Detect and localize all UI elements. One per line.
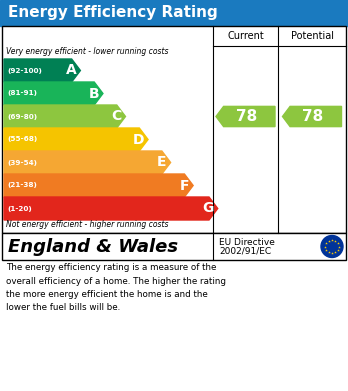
Text: (21-38): (21-38) [7, 183, 37, 188]
Text: (39-54): (39-54) [7, 160, 37, 165]
Text: 78: 78 [236, 109, 257, 124]
Text: England & Wales: England & Wales [8, 237, 178, 255]
Text: F: F [180, 179, 189, 192]
Polygon shape [4, 105, 126, 128]
Polygon shape [4, 82, 103, 105]
Polygon shape [4, 128, 148, 151]
Text: 2002/91/EC: 2002/91/EC [219, 247, 271, 256]
Text: 78: 78 [302, 109, 324, 124]
Polygon shape [216, 106, 275, 127]
Polygon shape [4, 174, 193, 197]
Polygon shape [4, 197, 218, 220]
Bar [0, 0, 348, 26]
Text: Not energy efficient - higher running costs: Not energy efficient - higher running co… [6, 220, 168, 229]
Polygon shape [283, 106, 341, 127]
Text: The energy efficiency rating is a measure of the: The energy efficiency rating is a measur… [6, 263, 216, 272]
Bar [2, 26, 346, 233]
Bar [2, 233, 346, 260]
Text: (92-100): (92-100) [7, 68, 42, 74]
Text: D: D [133, 133, 144, 147]
Text: C: C [111, 109, 121, 124]
Text: A: A [66, 63, 77, 77]
Text: (1-20): (1-20) [7, 206, 32, 212]
Text: the more energy efficient the home is and the: the more energy efficient the home is an… [6, 290, 208, 299]
Text: Current: Current [227, 31, 264, 41]
Text: (81-91): (81-91) [7, 90, 37, 97]
Text: E: E [157, 156, 167, 170]
Text: G: G [203, 201, 214, 215]
Text: (69-80): (69-80) [7, 113, 37, 120]
Text: Energy Efficiency Rating: Energy Efficiency Rating [8, 5, 218, 20]
Text: Very energy efficient - lower running costs: Very energy efficient - lower running co… [6, 47, 168, 56]
Polygon shape [4, 151, 171, 174]
Text: Potential: Potential [291, 31, 333, 41]
Circle shape [321, 235, 343, 258]
Text: overall efficiency of a home. The higher the rating: overall efficiency of a home. The higher… [6, 276, 226, 285]
Text: lower the fuel bills will be.: lower the fuel bills will be. [6, 303, 120, 312]
Text: EU Directive: EU Directive [219, 238, 275, 247]
Text: (55-68): (55-68) [7, 136, 37, 142]
Polygon shape [4, 59, 80, 82]
Text: B: B [88, 86, 99, 100]
